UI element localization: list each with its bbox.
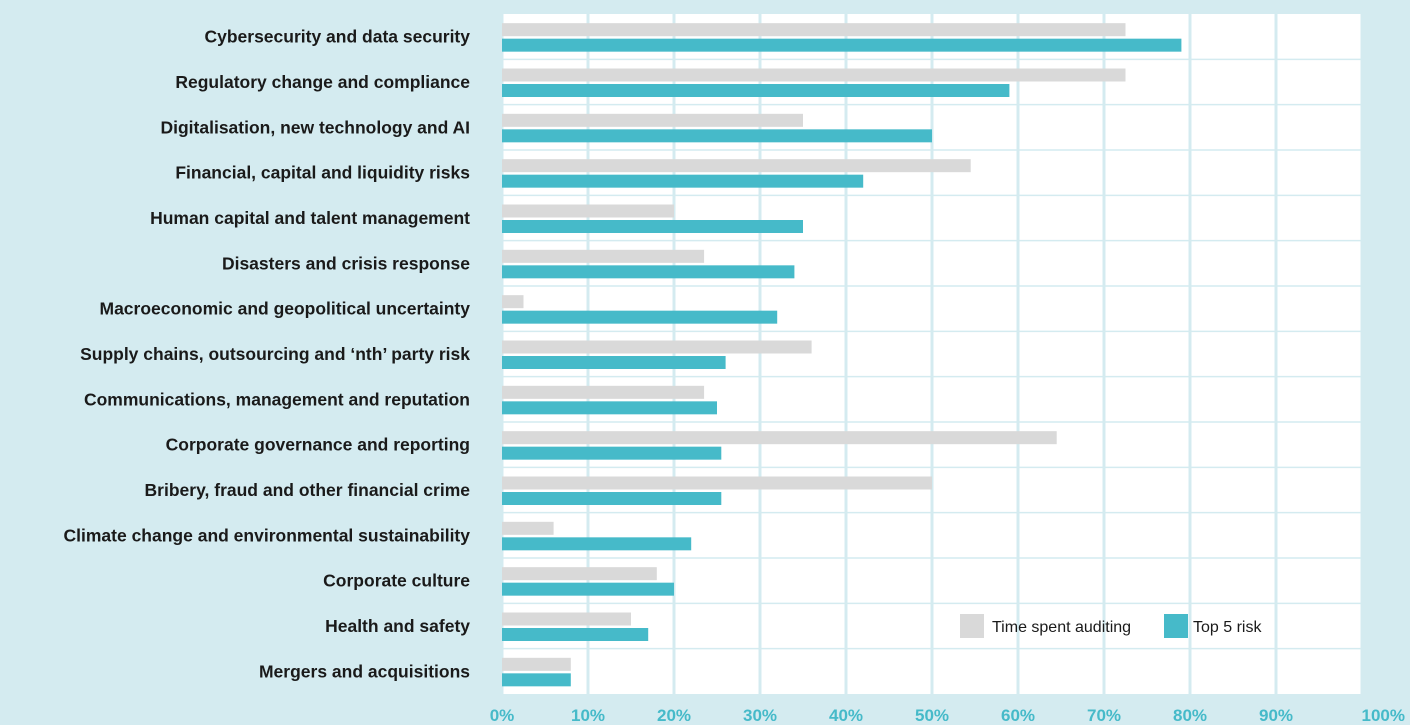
category-label: Human capital and talent management: [150, 208, 470, 228]
bar-top-5-risk: [502, 174, 864, 188]
category-label: Health and safety: [325, 616, 470, 636]
x-tick-label: 100%: [1362, 706, 1405, 725]
category-label: Digitalisation, new technology and AI: [160, 117, 470, 137]
category-label: Macroeconomic and geopolitical uncertain…: [100, 299, 471, 319]
bar-top-5-risk: [502, 265, 795, 279]
x-tick-label: 80%: [1173, 706, 1207, 725]
x-tick-label: 40%: [829, 706, 863, 725]
grid-lines: [500, 14, 1364, 694]
bar-top-5-risk: [502, 310, 778, 324]
category-label: Financial, capital and liquidity risks: [175, 163, 470, 183]
bar-time-spent-auditing: [502, 431, 1057, 445]
legend-swatch-top-5-risk: [1164, 614, 1188, 638]
legend-label-time-spent-auditing: Time spent auditing: [992, 619, 1131, 636]
bar-time-spent-auditing: [502, 159, 971, 173]
category-label: Mergers and acquisitions: [259, 661, 470, 681]
bar-time-spent-auditing: [502, 385, 705, 399]
bar-top-5-risk: [502, 220, 803, 233]
bar-time-spent-auditing: [502, 23, 1126, 37]
bar-top-5-risk: [502, 537, 692, 551]
bar-time-spent-auditing: [502, 521, 554, 535]
legend-label-top-5-risk: Top 5 risk: [1193, 619, 1262, 636]
bar-time-spent-auditing: [502, 295, 524, 309]
x-tick-labels: 0% 10% 20% 30% 40% 50% 60% 70% 80% 90% 100%: [490, 706, 1405, 725]
bar-top-5-risk: [502, 492, 722, 505]
category-label: Supply chains, outsourcing and ‘nth’ par…: [80, 344, 470, 364]
x-tick-label: 90%: [1259, 706, 1293, 725]
bar-time-spent-auditing: [502, 68, 1126, 82]
bar-top-5-risk: [502, 129, 932, 143]
legend-swatch-time-spent-auditing: [960, 614, 984, 638]
x-tick-label: 30%: [743, 706, 777, 725]
bar-time-spent-auditing: [502, 249, 705, 263]
x-tick-label: 70%: [1087, 706, 1121, 725]
x-tick-label: 20%: [657, 706, 691, 725]
category-label: Bribery, fraud and other financial crime: [145, 480, 471, 500]
category-label: Corporate governance and reporting: [166, 435, 470, 455]
bar-top-5-risk: [502, 582, 674, 596]
category-label: Disasters and crisis response: [222, 253, 470, 273]
bar-time-spent-auditing: [502, 612, 631, 626]
category-label: Regulatory change and compliance: [175, 72, 470, 92]
bars: [502, 23, 1182, 687]
bar-top-5-risk: [502, 356, 726, 369]
bar-top-5-risk: [502, 401, 717, 415]
category-label: Cybersecurity and data security: [204, 27, 470, 47]
bar-top-5-risk: [502, 673, 571, 687]
x-tick-label: 60%: [1001, 706, 1035, 725]
x-tick-label: 50%: [915, 706, 949, 725]
category-label: Communications, management and reputatio…: [84, 389, 470, 409]
bar-time-spent-auditing: [502, 340, 812, 354]
category-label: Corporate culture: [323, 571, 470, 591]
bar-top-5-risk: [502, 38, 1182, 52]
legend: Time spent auditing Top 5 risk: [960, 614, 1262, 638]
bar-top-5-risk: [502, 628, 649, 641]
category-labels: Cybersecurity and data security Regulator…: [64, 27, 471, 682]
bar-time-spent-auditing: [502, 113, 803, 127]
bar-time-spent-auditing: [502, 657, 571, 671]
bar-time-spent-auditing: [502, 476, 932, 490]
bar-top-5-risk: [502, 84, 1010, 97]
bar-time-spent-auditing: [502, 204, 674, 218]
category-label: Climate change and environmental sustain…: [64, 525, 471, 545]
bar-top-5-risk: [502, 446, 722, 460]
x-tick-label: 0%: [490, 706, 515, 725]
x-tick-label: 10%: [571, 706, 605, 725]
bar-time-spent-auditing: [502, 567, 657, 581]
